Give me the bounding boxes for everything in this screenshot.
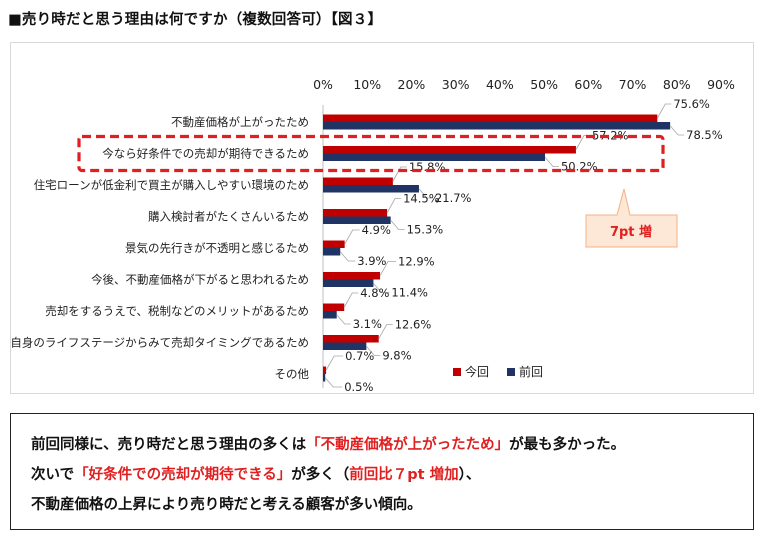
- bar-previous: [323, 374, 326, 382]
- summary-text: 前回同様に、売り時だと思う理由の多くは: [31, 437, 307, 453]
- summary-line-3: 不動産価格の上昇により売り時だと考える顧客が多い傾向。: [31, 490, 753, 520]
- leader-line: [373, 282, 390, 293]
- legend-label-current: 今回: [465, 364, 489, 379]
- legend-label-previous: 前回: [519, 364, 543, 379]
- summary-text: が最も多かった。: [509, 437, 626, 453]
- x-tick-label: 60%: [574, 77, 602, 92]
- leader-line: [378, 324, 393, 339]
- data-label-current: 4.9%: [362, 223, 391, 237]
- summary-text: が多く（: [291, 467, 350, 483]
- leader-line: [418, 188, 433, 199]
- data-label-previous: 9.8%: [382, 349, 411, 363]
- leader-line: [324, 377, 343, 388]
- data-label-current: 14.5%: [403, 192, 440, 206]
- bar-previous: [323, 279, 374, 287]
- bar-previous: [323, 342, 367, 350]
- summary-box: 前回同様に、売り時だと思う理由の多くは「不動産価格が上がったため」が最も多かった…: [10, 413, 754, 530]
- summary-text: 不動産価格の上昇により売り時だと考える顧客が多い傾向。: [31, 497, 422, 513]
- category-label: その他: [275, 367, 310, 381]
- bar-current: [323, 114, 658, 122]
- highlight-frame: [77, 134, 665, 173]
- data-label-previous: 3.1%: [353, 317, 382, 331]
- leader-line: [386, 198, 402, 213]
- data-label-previous: 0.5%: [344, 380, 373, 394]
- callout-text: 7pt 増: [610, 224, 652, 240]
- bar-current: [323, 335, 379, 343]
- x-tick-label: 20%: [398, 77, 426, 92]
- leader-line: [392, 166, 407, 182]
- category-label: 売却をするうえで、税制などのメリットがあるため: [45, 304, 309, 318]
- bar-current: [323, 240, 345, 248]
- summary-highlight: 「好条件での売却が期待できる」: [74, 467, 292, 483]
- x-tick-label: 40%: [486, 77, 514, 92]
- x-tick-label: 10%: [353, 77, 381, 92]
- category-label: 不動産価格が上がったため: [171, 115, 309, 129]
- category-label: 今なら好条件での売却が期待できるため: [102, 147, 309, 161]
- x-tick-label: 0%: [313, 77, 333, 92]
- bar-current: [323, 366, 327, 374]
- bar-chart: 0% 10% 20% 30% 40% 50% 60% 70% 80% 90% 7pt 増 不動産価格が…: [11, 77, 735, 394]
- x-tick-label: 70%: [619, 77, 647, 92]
- x-tick-label: 50%: [530, 77, 558, 92]
- bar-current: [323, 303, 345, 311]
- category-label: 景気の先行きが不透明と感じるため: [125, 241, 309, 255]
- data-label-previous: 15.3%: [407, 223, 444, 237]
- data-label-current: 12.6%: [395, 318, 432, 332]
- data-label-previous: 78.5%: [686, 128, 723, 142]
- bar-current: [323, 272, 381, 280]
- category-label: 自身のライフステージからみて売却タイミングであるため: [11, 336, 309, 350]
- leader-line: [390, 219, 405, 230]
- leader-line: [656, 103, 672, 119]
- x-tick-label: 30%: [442, 77, 470, 92]
- x-tick-label: 80%: [663, 77, 691, 92]
- chart-area: 0% 10% 20% 30% 40% 50% 60% 70% 80% 90% 7pt 増 不動産価格が…: [10, 42, 754, 394]
- bar-previous: [323, 248, 341, 256]
- summary-text: 次いで: [31, 467, 75, 483]
- data-label-current: 75.6%: [673, 97, 710, 111]
- data-label-current: 0.7%: [345, 349, 374, 363]
- legend-swatch-previous: [507, 368, 515, 376]
- bar-previous: [323, 185, 419, 193]
- bar-previous: [323, 153, 545, 161]
- leader-line: [336, 314, 351, 325]
- data-label-current: 12.9%: [398, 255, 435, 269]
- page-title: ■売り時だと思う理由は何ですか（複数回答可）【図３】: [8, 12, 383, 28]
- data-label-previous: 21.7%: [435, 191, 472, 205]
- summary-line-2: 次いで「好条件での売却が期待できる」が多く（前回比７pt 増加）、: [31, 460, 753, 490]
- leader-line: [343, 292, 359, 308]
- leader-line: [379, 261, 397, 276]
- leader-line: [339, 251, 356, 262]
- leader-line: [344, 229, 360, 245]
- summary-highlight: 「不動産価格が上がったため」: [306, 437, 510, 453]
- summary-line-1: 前回同様に、売り時だと思う理由の多くは「不動産価格が上がったため」が最も多かった…: [31, 430, 753, 460]
- callout-bubble: [585, 188, 678, 248]
- x-tick-label: 90%: [707, 77, 735, 92]
- summary-text: ）、: [458, 467, 481, 483]
- bar-current: [323, 146, 576, 154]
- summary-highlight: 前回比７pt 増加: [349, 467, 459, 483]
- category-label: 今後、不動産価格が下がると思われるため: [91, 273, 309, 287]
- bar-previous: [323, 311, 337, 319]
- bar-previous: [323, 122, 671, 130]
- data-label-current: 57.2%: [592, 129, 629, 143]
- leader-line: [544, 156, 559, 167]
- data-label-previous: 3.9%: [357, 254, 386, 268]
- category-label: 購入検討者がたくさんいるため: [148, 210, 309, 224]
- leader-line: [669, 125, 685, 136]
- data-label-current: 4.8%: [360, 286, 389, 300]
- leader-line: [366, 345, 381, 356]
- bar-previous: [323, 216, 391, 224]
- leader-line: [325, 355, 344, 371]
- legend-swatch-current: [453, 368, 461, 376]
- bar-current: [323, 209, 388, 217]
- data-label-previous: 11.4%: [391, 286, 428, 300]
- category-label: 住宅ローンが低金利で買主が購入しやすい環境のため: [34, 178, 309, 192]
- bar-current: [323, 177, 393, 185]
